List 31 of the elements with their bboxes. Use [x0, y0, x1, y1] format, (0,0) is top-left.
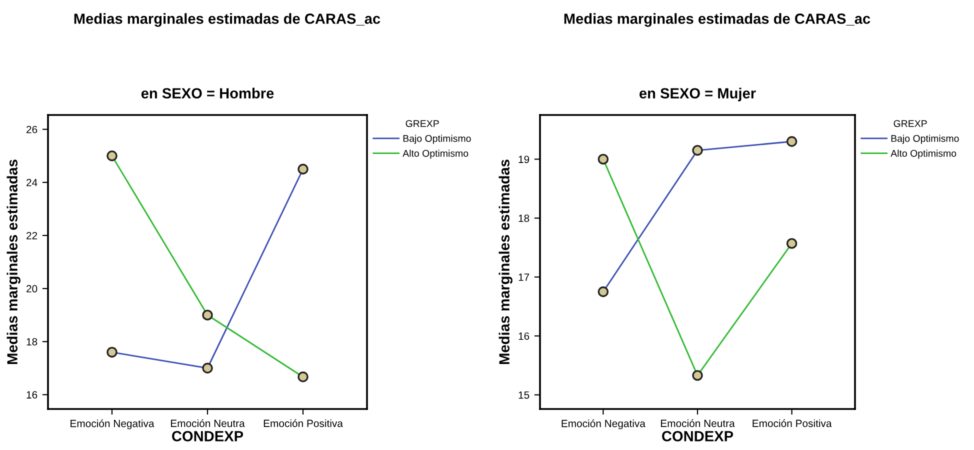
y-tick-label: 19	[518, 156, 530, 164]
y-tick-label: 26	[26, 126, 38, 134]
x-tick-label: Emoción Negativa	[70, 419, 154, 430]
chart-subtitle: en SEXO = Mujer	[640, 88, 756, 102]
y-tick-label: 17	[518, 274, 530, 281]
x-axis-title: CONDEXP	[172, 431, 244, 442]
y-tick-label: 18	[518, 214, 530, 222]
x-tick-label: Emoción Negativa	[562, 419, 646, 430]
chart-title: Medias marginales estimadas de CARAS_ac	[74, 13, 380, 27]
y-axis-title: Medias marginales estimadas	[498, 160, 512, 364]
y-tick-label: 16	[518, 332, 530, 340]
x-axis-title: CONDEXP	[662, 431, 734, 442]
x-tick-label: Emoción Neutra	[171, 419, 245, 428]
y-tick-label: 22	[26, 232, 38, 240]
legend-label: Alto Optimismo	[890, 150, 956, 159]
y-tick-label: 15	[518, 391, 530, 399]
legend-label: Alto Optimismo	[402, 150, 468, 159]
legend-label: Bajo Optimismo	[403, 134, 471, 144]
x-tick-label: Emoción Positiva	[752, 419, 832, 428]
chart-subtitle: en SEXO = Hombre	[141, 88, 274, 98]
y-tick-label: 20	[26, 285, 38, 292]
x-tick-label: Emoción Neutra	[661, 419, 735, 428]
y-tick-label: 18	[26, 338, 38, 346]
x-tick-label: Emoción Positiva	[264, 419, 343, 428]
y-axis-title: Medias marginales estimadas	[6, 160, 20, 364]
legend-label: Bajo Optimismo	[891, 134, 959, 144]
legend-title: GREXP	[894, 120, 927, 127]
y-tick-label: 24	[26, 178, 38, 186]
chart-title: Medias marginales estimadas de CARAS_ac	[564, 13, 870, 27]
legend-title: GREXP	[406, 120, 439, 127]
y-tick-label: 16	[26, 391, 38, 399]
